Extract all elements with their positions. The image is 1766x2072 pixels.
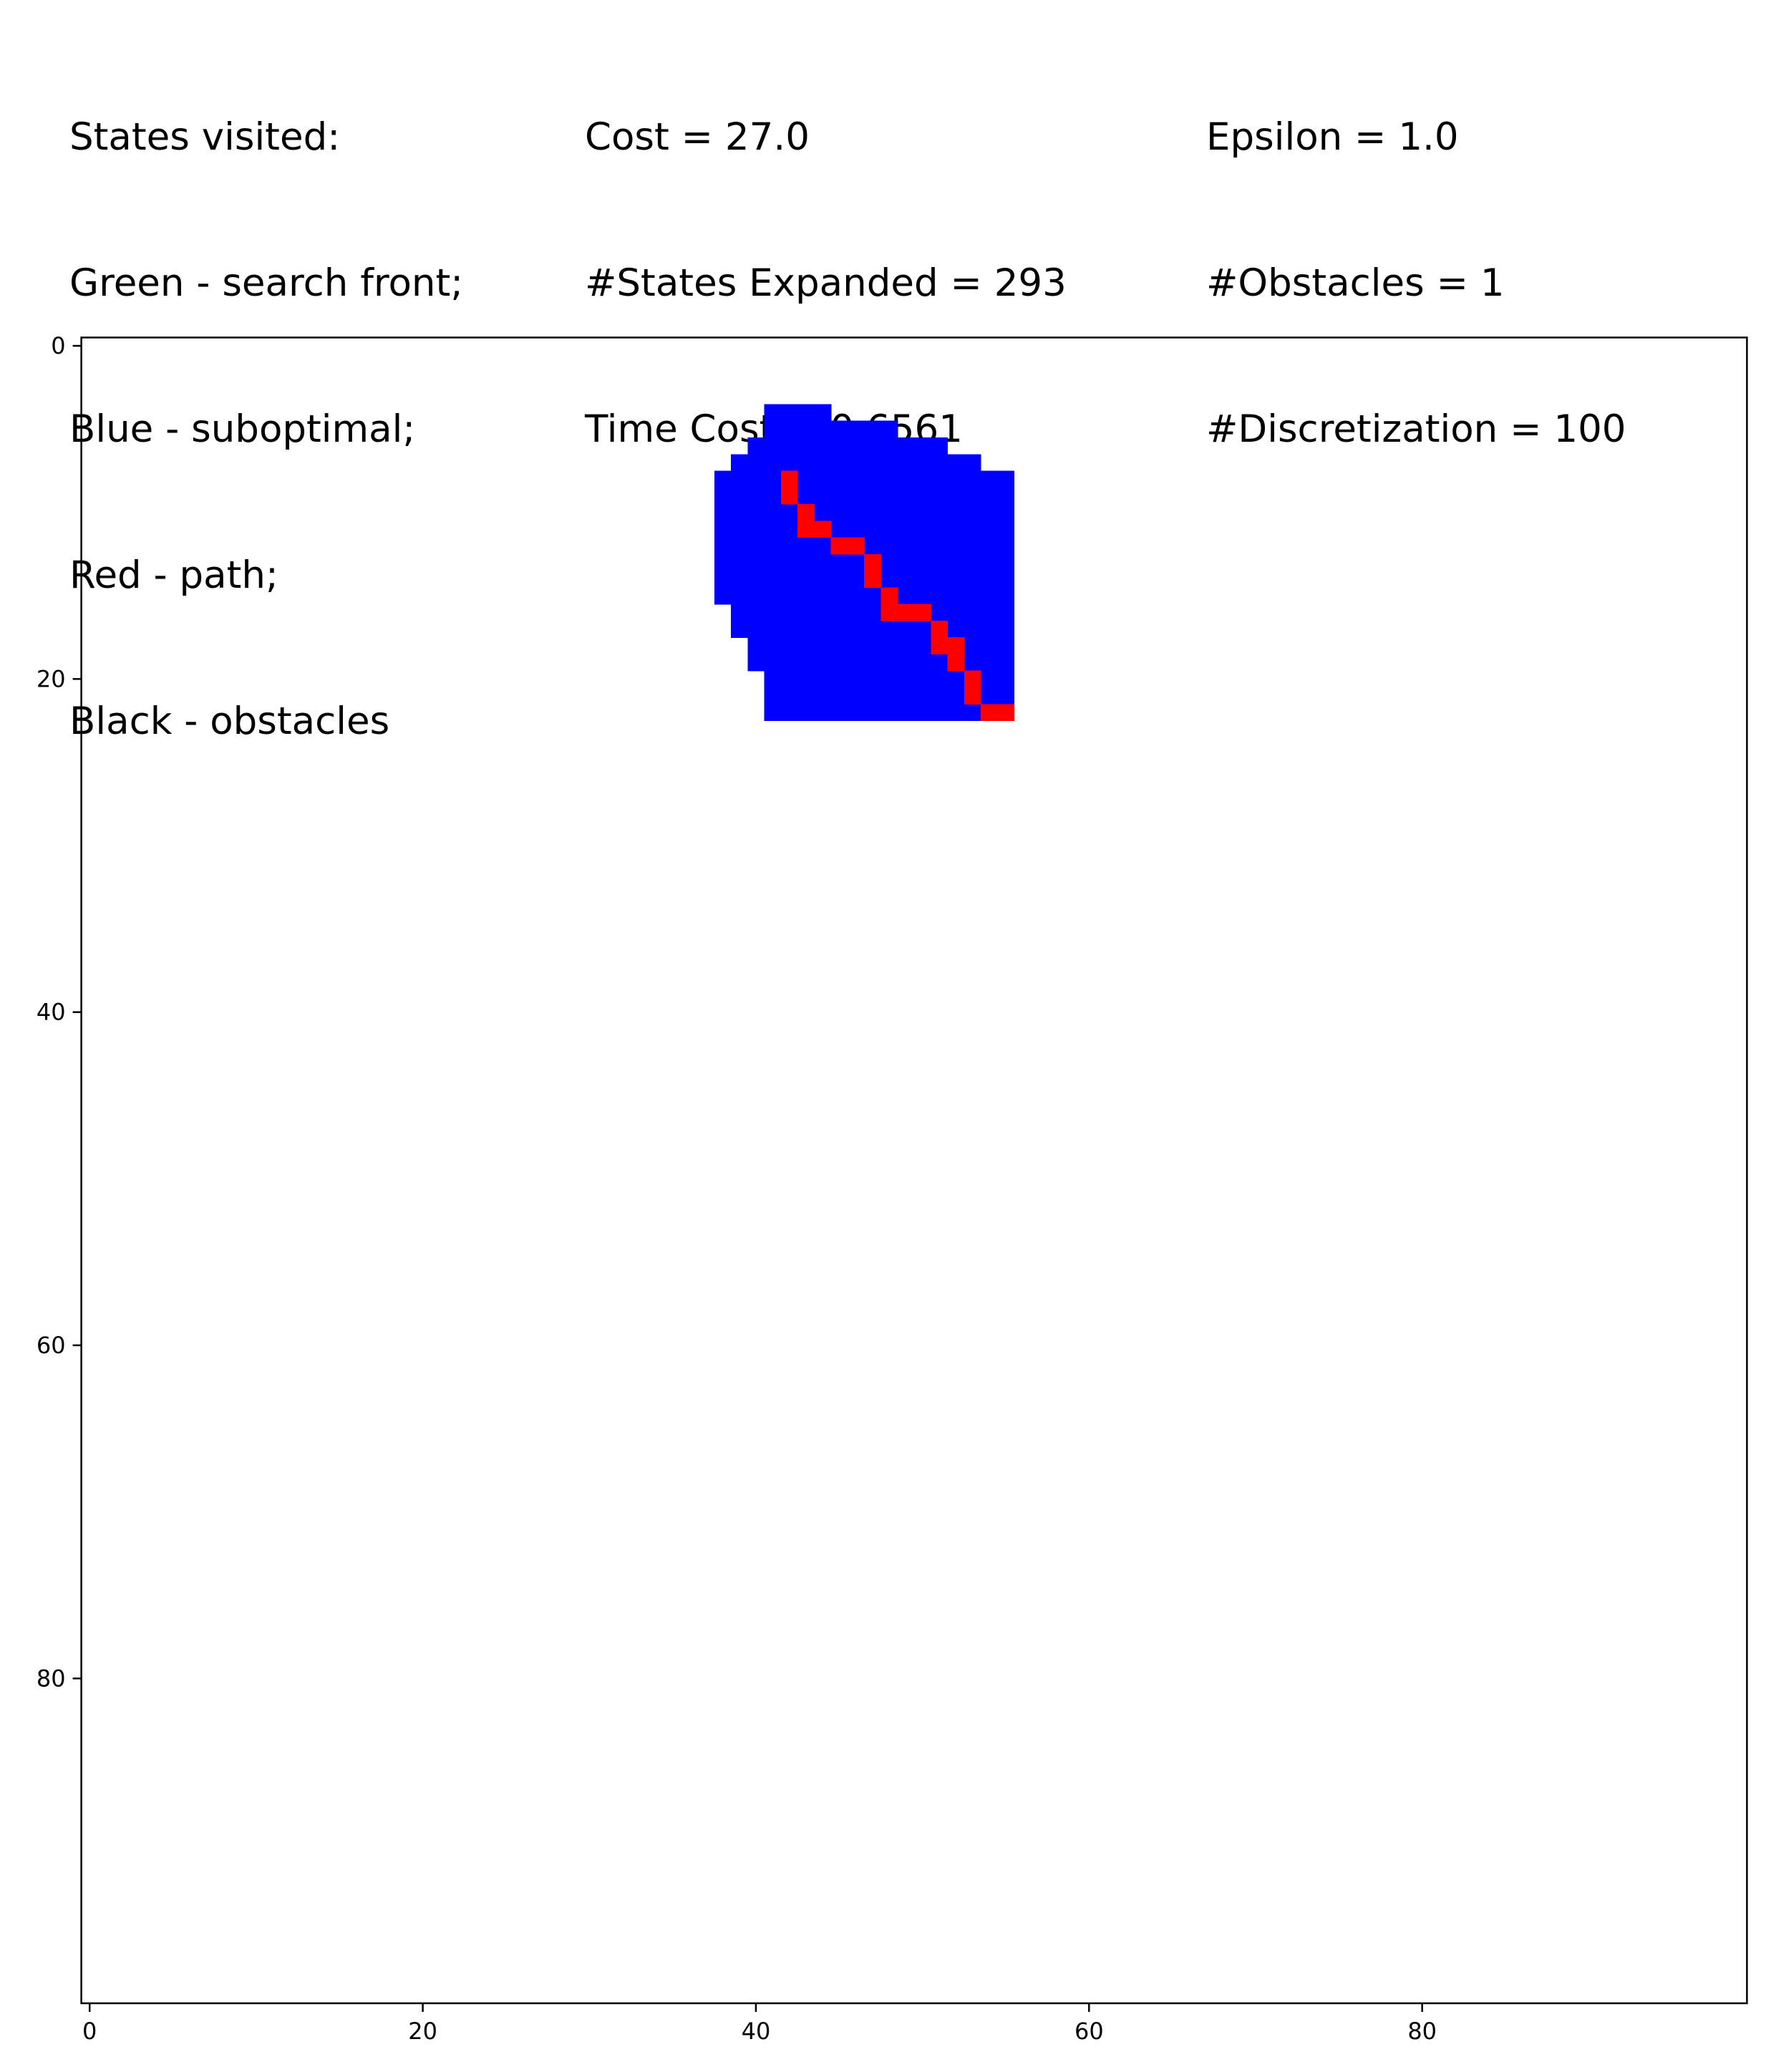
plot-frame bbox=[80, 337, 1748, 2005]
suboptimal-row bbox=[764, 704, 981, 722]
states-expanded-label: #States Expanded = 293 bbox=[585, 261, 1067, 305]
suboptimal-row bbox=[714, 504, 1015, 521]
y-tick-label: 60 bbox=[37, 1332, 66, 1359]
path-cell bbox=[964, 670, 981, 688]
path-cell bbox=[797, 504, 815, 521]
path-cell bbox=[780, 487, 798, 505]
x-tick-label: 0 bbox=[82, 2018, 97, 2045]
suboptimal-row bbox=[764, 420, 898, 438]
y-tick-label: 0 bbox=[51, 332, 65, 359]
suboptimal-row bbox=[764, 670, 1015, 688]
path-cell bbox=[981, 704, 998, 722]
path-cell bbox=[947, 637, 965, 655]
cell-layer bbox=[714, 404, 1015, 722]
path-cell bbox=[931, 637, 949, 655]
suboptimal-row bbox=[731, 454, 981, 472]
suboptimal-row bbox=[714, 470, 1015, 488]
path-cell bbox=[947, 654, 965, 672]
y-tick-label: 20 bbox=[37, 665, 66, 692]
suboptimal-row bbox=[747, 437, 949, 455]
path-cell bbox=[864, 553, 882, 571]
suboptimal-row bbox=[714, 587, 1015, 605]
cost-label: Cost = 27.0 bbox=[585, 115, 810, 159]
legend-line-black: Black - obstacles bbox=[69, 699, 390, 743]
path-cell bbox=[931, 620, 949, 638]
suboptimal-row bbox=[764, 687, 1015, 705]
y-tick-label: 40 bbox=[37, 999, 66, 1026]
x-tick-label: 20 bbox=[408, 2018, 437, 2045]
path-cell bbox=[864, 571, 882, 588]
path-cell bbox=[847, 537, 865, 555]
suboptimal-row bbox=[731, 604, 1015, 621]
path-cell bbox=[830, 537, 848, 555]
suboptimal-row bbox=[747, 654, 1015, 672]
suboptimal-row bbox=[714, 487, 1015, 505]
path-cell bbox=[997, 704, 1015, 722]
axes-layer: 0 20 40 60 80 0 20 40 60 80 bbox=[37, 332, 1748, 2045]
path-cell bbox=[897, 604, 915, 621]
suboptimal-row bbox=[747, 637, 1015, 655]
x-tick-label: 80 bbox=[1407, 2018, 1437, 2045]
path-cell bbox=[797, 521, 815, 538]
path-cell bbox=[914, 604, 931, 621]
path-cell bbox=[780, 470, 798, 488]
y-tick-label: 80 bbox=[37, 1665, 66, 1692]
x-tick-label: 40 bbox=[742, 2018, 771, 2045]
x-tick-label: 60 bbox=[1074, 2018, 1104, 2045]
legend-line-blue: Blue - suboptimal; bbox=[69, 407, 416, 451]
params-text-block: Epsilon = 1.0 #Obstacles = 1 #Discretiza… bbox=[1206, 16, 1626, 503]
legend-line-states-visited: States visited: bbox=[69, 115, 341, 159]
suboptimal-row bbox=[714, 521, 1015, 538]
path-cell bbox=[880, 604, 898, 621]
obstacles-label: #Obstacles = 1 bbox=[1206, 261, 1505, 305]
path-cell bbox=[814, 521, 832, 538]
path-cell bbox=[880, 587, 898, 605]
legend-line-green: Green - search front; bbox=[69, 261, 464, 305]
suboptimal-row bbox=[731, 620, 1015, 638]
discretization-label: #Discretization = 100 bbox=[1206, 407, 1626, 451]
legend-text-block: States visited: Green - search front; Bl… bbox=[69, 16, 463, 795]
suboptimal-row bbox=[764, 404, 832, 422]
path-cell bbox=[964, 687, 981, 705]
epsilon-label: Epsilon = 1.0 bbox=[1206, 115, 1459, 159]
